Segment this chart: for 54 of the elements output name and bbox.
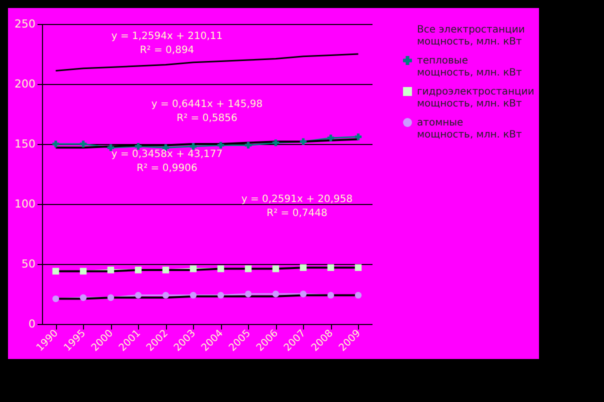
point	[190, 292, 197, 299]
point	[190, 143, 197, 150]
point	[80, 268, 87, 275]
legend-label: тепловые мощность, млн. кВт	[417, 56, 522, 78]
point	[107, 294, 114, 301]
point	[272, 265, 280, 272]
annotation: R² = 0,894	[140, 45, 194, 56]
text: Все электростанции мощность, млн. кВт	[417, 24, 525, 48]
legend-label: гидроэлектростанции мощность, млн. кВт	[417, 86, 534, 110]
annotation: y = 0,2591x + 20,958	[241, 194, 353, 205]
y-tick-label: 0	[28, 318, 36, 330]
point	[327, 264, 334, 271]
legend-label: атомные мощность, млн. кВт	[417, 118, 522, 140]
point	[354, 133, 362, 140]
point	[272, 139, 280, 146]
point	[107, 144, 114, 151]
point	[354, 264, 362, 271]
point	[244, 142, 252, 149]
annotation: y = 1,2594x + 210,11	[111, 31, 223, 42]
point	[244, 290, 252, 298]
point	[300, 138, 307, 145]
point	[134, 266, 142, 274]
annotation: y = 0,3458x + 43,177	[111, 149, 223, 160]
point	[52, 140, 60, 148]
point	[162, 266, 170, 274]
y-tick-label: 250	[14, 18, 36, 30]
point	[354, 292, 362, 299]
annotation: R² = 0,5856	[176, 113, 238, 124]
y-tick-label: 50	[22, 258, 36, 270]
point	[327, 292, 334, 299]
point	[190, 265, 197, 272]
point	[272, 290, 280, 298]
point	[300, 290, 307, 298]
point	[134, 292, 142, 299]
annotation: R² = 0,7448	[266, 208, 328, 219]
point	[217, 142, 224, 149]
point	[80, 140, 87, 148]
y-tick-label: 150	[14, 138, 36, 150]
point	[327, 134, 334, 142]
point	[162, 292, 170, 299]
point	[244, 265, 252, 272]
y-tick-label: 200	[14, 78, 36, 90]
point	[80, 294, 87, 301]
line-series	[55, 53, 359, 72]
point	[52, 295, 60, 302]
point	[52, 268, 60, 275]
point	[134, 143, 142, 150]
y-tick-label: 100	[14, 198, 36, 210]
point	[217, 292, 224, 299]
point	[217, 265, 224, 272]
point	[107, 266, 114, 274]
point	[300, 264, 307, 271]
annotation: y = 0,6441x + 145,98	[151, 99, 263, 110]
annotation: R² = 0,9906	[136, 163, 198, 174]
